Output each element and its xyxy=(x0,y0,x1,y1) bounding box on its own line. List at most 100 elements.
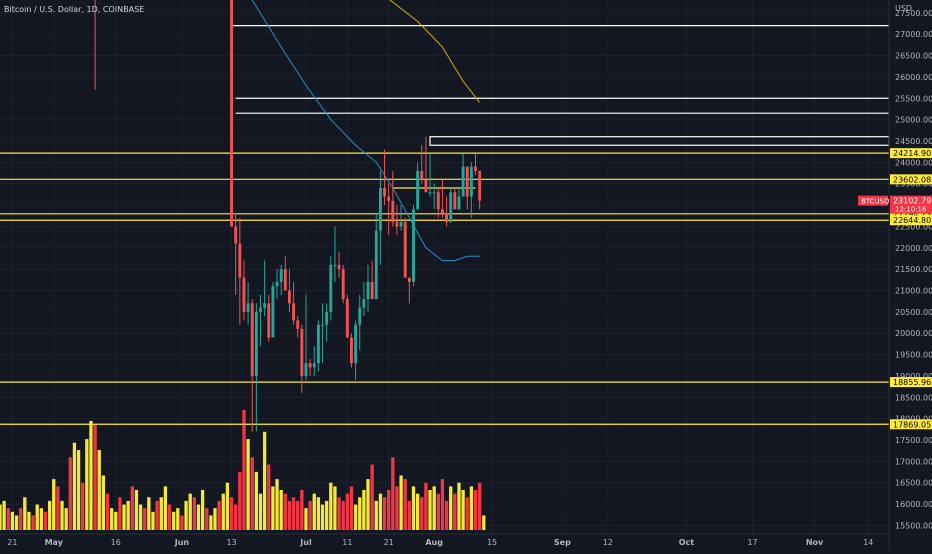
volume-bar xyxy=(428,490,432,530)
volume-bar xyxy=(39,508,44,530)
volume-bar xyxy=(275,479,279,530)
volume-bar xyxy=(304,508,308,530)
candle-body xyxy=(395,222,399,227)
candle-body xyxy=(312,363,316,368)
candle-body xyxy=(337,264,341,270)
x-tick-label: 14 xyxy=(863,538,873,547)
volume-bar xyxy=(72,442,77,530)
volume-bar xyxy=(97,450,101,530)
candle-body xyxy=(345,299,349,338)
candle-body xyxy=(325,311,329,325)
volume-bar xyxy=(172,511,176,530)
y-tick-label: 21500.00 xyxy=(895,265,932,274)
candle-body xyxy=(465,166,469,197)
candle-body xyxy=(432,192,436,194)
volume-bar xyxy=(316,497,321,530)
volume-bar xyxy=(147,497,151,530)
volume-bar xyxy=(114,511,118,530)
volume-bar xyxy=(283,493,287,530)
candle-body xyxy=(259,307,262,312)
candle-body xyxy=(246,303,250,312)
candle-body xyxy=(321,324,324,326)
candle-body xyxy=(279,269,283,282)
y-tick-label: 20500.00 xyxy=(895,308,932,317)
volume-bar xyxy=(93,424,97,530)
candle-body xyxy=(350,337,353,364)
candle-body xyxy=(428,192,432,194)
x-tick-label: Aug xyxy=(425,538,443,547)
volume-layer xyxy=(0,410,486,530)
candle-body xyxy=(287,290,291,304)
candle-body xyxy=(358,307,362,325)
candle-body xyxy=(275,281,279,287)
x-tick-label: 12 xyxy=(603,538,613,547)
volume-bar xyxy=(209,515,213,530)
candle-body xyxy=(230,0,234,227)
candle-layer xyxy=(94,0,482,432)
price-level-layer xyxy=(0,25,890,425)
symbol-title[interactable]: Bitcoin / U.S. Dollar, 1D, COINBASE xyxy=(4,5,145,14)
candle-body xyxy=(238,243,242,278)
volume-bar xyxy=(362,490,366,530)
volume-bar xyxy=(134,490,139,530)
volume-bar xyxy=(213,508,217,530)
volume-bar xyxy=(105,493,110,530)
price-level-tag xyxy=(890,419,932,430)
volume-bar xyxy=(2,500,6,530)
price-level-tag-label: 24214.90 xyxy=(893,149,931,158)
price-level-tag xyxy=(890,377,932,388)
volume-bar xyxy=(167,504,172,530)
y-tick-label: 26500.00 xyxy=(895,52,932,61)
volume-bar xyxy=(229,497,234,530)
volume-bar xyxy=(217,500,221,530)
volume-bar xyxy=(19,508,23,530)
candle-body xyxy=(283,269,287,291)
y-tick-label: 22500.00 xyxy=(895,222,932,231)
y-tick-label: 25500.00 xyxy=(895,94,932,103)
volume-bar xyxy=(221,493,225,530)
volume-bar xyxy=(291,497,296,530)
volume-bar xyxy=(234,504,238,530)
volume-bar xyxy=(267,464,271,530)
current-price-label: 23102.79 xyxy=(893,197,931,206)
grid-layer xyxy=(0,0,889,534)
candle-body xyxy=(234,226,238,244)
volume-bar xyxy=(444,500,449,530)
volume-bar xyxy=(23,497,27,530)
volume-bar xyxy=(184,500,188,530)
volume-bar xyxy=(118,497,122,530)
volume-bar xyxy=(353,504,358,530)
x-tick-label: 21 xyxy=(384,538,394,547)
volume-bar xyxy=(192,497,196,530)
volume-bar xyxy=(163,486,168,530)
volume-bar xyxy=(6,508,10,530)
volume-bar xyxy=(382,497,387,530)
y-tick-label: 27500.00 xyxy=(895,9,932,18)
volume-bar xyxy=(473,490,478,530)
x-tick-label: Oct xyxy=(679,538,695,547)
volume-bar xyxy=(143,508,147,530)
candle-body xyxy=(478,170,482,201)
x-tick-label: Jun xyxy=(174,538,190,547)
volume-bar xyxy=(155,500,159,530)
price-level-tag-label: 17869.05 xyxy=(893,420,931,429)
volume-bar xyxy=(482,515,486,530)
volume-bar xyxy=(440,479,445,530)
volume-bar xyxy=(0,504,2,530)
candle-body xyxy=(403,222,407,278)
candle-body xyxy=(329,264,333,312)
y-tick-label: 20000.00 xyxy=(895,329,932,338)
volume-bar xyxy=(52,479,56,530)
volume-bar xyxy=(395,486,399,530)
volume-bar xyxy=(68,457,72,530)
candle-body xyxy=(461,166,465,197)
volume-bar xyxy=(76,450,81,530)
y-tick-label: 15500.00 xyxy=(895,521,932,530)
y-tick-label: 19500.00 xyxy=(895,351,932,360)
volume-bar xyxy=(387,490,391,530)
volume-bar xyxy=(188,493,192,530)
x-tick-label: Jul xyxy=(299,538,312,547)
